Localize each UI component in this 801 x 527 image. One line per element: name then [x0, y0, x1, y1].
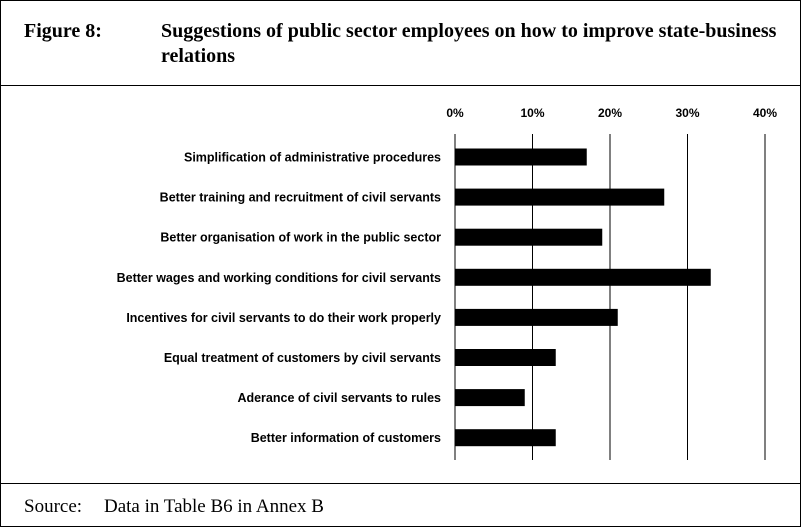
- x-tick-label: 0%: [446, 106, 464, 120]
- chart-category-labels: Simplification of administrative procedu…: [117, 151, 442, 446]
- figure-source: Source: Data in Table B6 in Annex B: [1, 483, 800, 527]
- bar: [455, 429, 556, 447]
- category-label: Incentives for civil servants to do thei…: [126, 311, 441, 325]
- category-label: Better wages and working conditions for …: [117, 271, 441, 285]
- bar: [455, 389, 525, 407]
- source-text: Data in Table B6 in Annex B: [104, 496, 324, 517]
- x-tick-label: 20%: [598, 106, 622, 120]
- bar: [455, 308, 618, 326]
- figure-header: Figure 8: Suggestions of public sector e…: [1, 1, 800, 86]
- category-label: Equal treatment of customers by civil se…: [164, 351, 441, 365]
- category-label: Better training and recruitment of civil…: [160, 191, 441, 205]
- category-label: Better organisation of work in the publi…: [160, 231, 441, 245]
- category-label: Simplification of administrative procedu…: [184, 151, 441, 165]
- x-tick-label: 10%: [520, 106, 544, 120]
- chart-bars: [455, 148, 711, 447]
- bar: [455, 228, 603, 246]
- figure-title: Suggestions of public sector employees o…: [161, 20, 777, 67]
- bar: [455, 349, 556, 366]
- bar-chart: 0% 10% 20% 30% 40% Simplification of adminis…: [117, 106, 777, 460]
- figure-number: Figure 8:: [24, 20, 102, 42]
- category-label: Aderance of civil servants to rules: [237, 391, 441, 405]
- bar: [455, 268, 711, 286]
- x-tick-label: 30%: [675, 106, 699, 120]
- chart-tick-labels: 0% 10% 20% 30% 40%: [446, 106, 777, 120]
- source-label: Source:: [24, 496, 83, 517]
- x-tick-label: 40%: [753, 106, 777, 120]
- chart-gridlines: [454, 134, 766, 460]
- category-label: Better information of customers: [251, 431, 441, 445]
- bar: [455, 188, 665, 206]
- bar: [455, 148, 587, 166]
